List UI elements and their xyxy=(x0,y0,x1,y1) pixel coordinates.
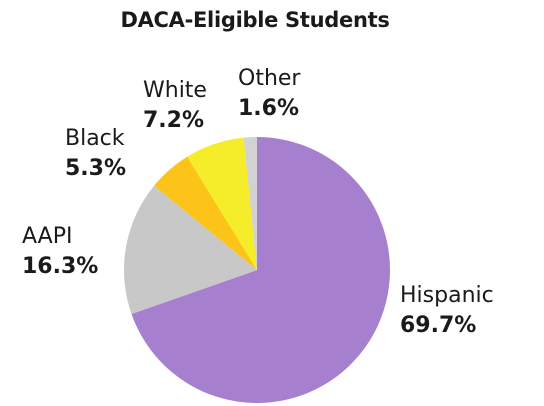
slice-value-aapi: 16.3% xyxy=(22,254,98,279)
pie-slice-hispanic xyxy=(131,137,391,403)
slice-label-other: Other xyxy=(238,66,301,91)
chart-title: DACA-Eligible Students xyxy=(120,8,390,32)
slice-value-white: 7.2% xyxy=(143,108,204,133)
pie-slice-white xyxy=(187,137,257,270)
slice-label-white: White xyxy=(143,78,207,103)
pie-slice-black xyxy=(154,156,257,270)
slice-label-aapi: AAPI xyxy=(22,224,72,249)
pie-slice-aapi xyxy=(124,185,258,315)
slice-label-black: Black xyxy=(65,126,125,151)
slice-value-hispanic: 69.7% xyxy=(400,313,476,338)
slice-value-black: 5.3% xyxy=(65,156,126,181)
pie-slice-other xyxy=(243,137,257,270)
slice-value-other: 1.6% xyxy=(238,96,299,121)
slice-label-hispanic: Hispanic xyxy=(400,283,494,308)
